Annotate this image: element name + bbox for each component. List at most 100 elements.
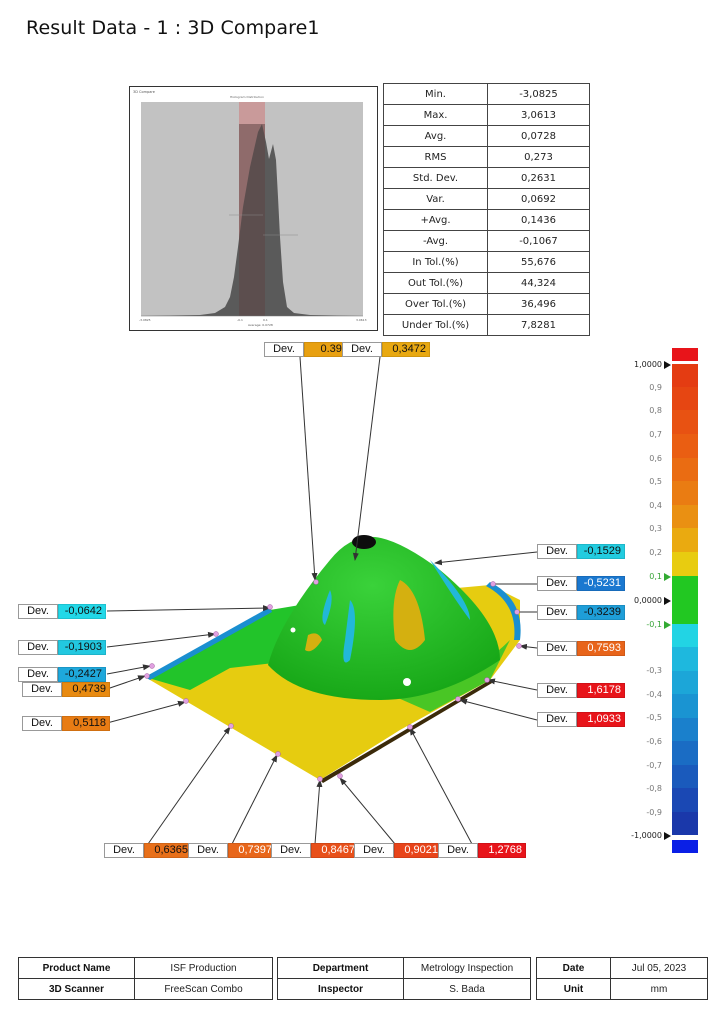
product-info-table: Product Name ISF Production 3D Scanner F… — [18, 957, 273, 1000]
deviation-callout: Dev. 0.391 — [264, 342, 352, 357]
date-label: Date — [536, 957, 611, 979]
dev-label: Dev. — [271, 843, 311, 858]
scale-min-marker — [664, 832, 671, 840]
dev-label: Dev. — [537, 605, 577, 620]
product-name-label: Product Name — [18, 957, 135, 979]
deviation-callout: Dev. 0,8467 — [271, 843, 359, 858]
dev-label: Dev. — [438, 843, 478, 858]
deviation-callout: Dev. 1,2768 — [438, 843, 526, 858]
deviation-callout: Dev. -0,1903 — [18, 640, 106, 655]
scale-max-marker — [664, 361, 671, 369]
date-unit-table: Date Jul 05, 2023 Unit mm — [536, 957, 708, 1000]
deviation-callout: Dev. 1,6178 — [537, 683, 625, 698]
dev-value: 0.391 — [304, 342, 352, 357]
in-tolerance-bar — [672, 576, 698, 624]
scale-label: 0,1 — [649, 572, 662, 581]
dev-label: Dev. — [264, 342, 304, 357]
scale-label: 0,3 — [649, 524, 662, 533]
deviation-callout: Dev. 1,0933 — [537, 712, 625, 727]
deviation-callout: Dev. -0,1529 — [537, 544, 625, 559]
dev-value: 0,4739 — [62, 682, 110, 697]
scale-label: 0,4 — [649, 501, 662, 510]
scale-label: -0,9 — [646, 808, 662, 817]
scale-label: 0,7 — [649, 430, 662, 439]
deviation-callout: Dev. 0,3472 — [342, 342, 430, 357]
page-title: Result Data - 1 : 3D Compare1 — [26, 17, 320, 39]
histogram-title: 3D Compare — [133, 90, 155, 94]
dev-label: Dev. — [537, 712, 577, 727]
scale-label: -0,8 — [646, 784, 662, 793]
stat-value: 7,8281 — [487, 314, 590, 336]
histogram-xmin: -3.0825 — [139, 318, 151, 322]
stat-row: Min. -3,0825 — [383, 83, 590, 105]
scale-label: 0,0000 — [634, 596, 662, 605]
inspector-label: Inspector — [277, 978, 404, 1000]
stat-row: Var. 0,0692 — [383, 188, 590, 210]
dev-label: Dev. — [104, 843, 144, 858]
department-value: Metrology Inspection — [403, 957, 531, 979]
dev-label: Dev. — [537, 576, 577, 591]
histogram-xmax: 3.0613 — [356, 318, 367, 322]
negative-scale-bar — [672, 624, 698, 835]
dev-value: -0,1529 — [577, 544, 625, 559]
department-label: Department — [277, 957, 404, 979]
deviation-callout: Dev. 0,5118 — [22, 716, 110, 731]
deviation-callout: Dev. 0,6365 — [104, 843, 192, 858]
dev-value: 0,5118 — [62, 716, 110, 731]
dev-value: 1,0933 — [577, 712, 625, 727]
deviation-callout: Dev. 0,7397 — [188, 843, 276, 858]
lower-tol-marker — [664, 621, 671, 629]
dev-label: Dev. — [18, 667, 58, 682]
dev-value: 0,7397 — [228, 843, 276, 858]
dev-value: 0,7593 — [577, 641, 625, 656]
dev-value: -0,0642 — [58, 604, 106, 619]
scale-label: -0,6 — [646, 737, 662, 746]
histogram-average: Average: 0.0728 — [248, 323, 273, 327]
dev-value: 0,8467 — [311, 843, 359, 858]
stat-row: Max. 3,0613 — [383, 104, 590, 126]
statistics-table: Min. -3,0825 Max. 3,0613 Avg. 0,0728 RMS 0,2… — [383, 83, 590, 336]
scanner-label: 3D Scanner — [18, 978, 135, 1000]
upper-tol-marker — [664, 573, 671, 581]
dev-value: 0,6365 — [144, 843, 192, 858]
scale-label: 0,5 — [649, 477, 662, 486]
dev-label: Dev. — [354, 843, 394, 858]
dev-value: 0,3472 — [382, 342, 430, 357]
dev-label: Dev. — [22, 716, 62, 731]
positive-scale-bar — [672, 364, 698, 576]
date-value: Jul 05, 2023 — [610, 957, 708, 979]
scale-label: 0,8 — [649, 406, 662, 415]
inspection-info-table: Department Metrology Inspection Inspecto… — [277, 957, 531, 1000]
deviation-callout: Dev. -0,0642 — [18, 604, 106, 619]
dev-label: Dev. — [188, 843, 228, 858]
dev-label: Dev. — [537, 683, 577, 698]
dev-label: Dev. — [22, 682, 62, 697]
scale-label: -0,4 — [646, 690, 662, 699]
dev-value: 0,9021 — [394, 843, 442, 858]
dev-label: Dev. — [537, 544, 577, 559]
scale-label: -0,3 — [646, 666, 662, 675]
scale-label: 0,2 — [649, 548, 662, 557]
dev-value: -0,3239 — [577, 605, 625, 620]
dev-label: Dev. — [342, 342, 382, 357]
dev-value: 1,2768 — [478, 843, 526, 858]
stat-row: Std. Dev. 0,2631 — [383, 167, 590, 189]
scale-label: -0,5 — [646, 713, 662, 722]
dev-value: -0,5231 — [577, 576, 625, 591]
inspector-value: S. Bada — [403, 978, 531, 1000]
scale-zero-marker — [664, 597, 671, 605]
deviation-callout: Dev. 0,7593 — [537, 641, 625, 656]
scale-label: 0,9 — [649, 383, 662, 392]
scale-label: 0,6 — [649, 454, 662, 463]
dev-label: Dev. — [18, 640, 58, 655]
stat-row: Under Tol.(%) 7,8281 — [383, 314, 590, 336]
scale-label: -0,1 — [646, 620, 662, 629]
histogram-lower-tol: -0.1 — [237, 318, 243, 322]
stat-row: Over Tol.(%) 36,496 — [383, 293, 590, 315]
stat-row: Out Tol.(%) 44,324 — [383, 272, 590, 294]
scale-label: -0,7 — [646, 761, 662, 770]
dev-value: 1,6178 — [577, 683, 625, 698]
deviation-callout: Dev. -0,5231 — [537, 576, 625, 591]
unit-label: Unit — [536, 978, 611, 1000]
